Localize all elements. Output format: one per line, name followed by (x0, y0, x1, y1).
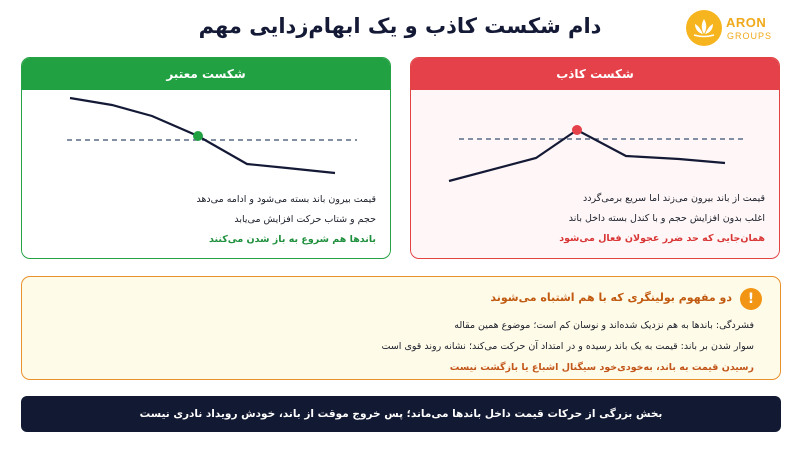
price-path (448, 128, 726, 183)
false-line-1: قیمت از باند بیرون می‌زند اما سریع برمی‌… (583, 193, 765, 204)
valid-breakout-panel: شکست معتبر قیمت بیرون باند بسته می‌شود و… (21, 57, 391, 259)
note-line-2: سوار شدن بر باند: قیمت به یک باند رسیده … (381, 341, 755, 352)
valid-breakout-header: شکست معتبر (22, 58, 390, 90)
page-title: دام شکست کاذب و یک ابهام‌زدایی مهم (198, 14, 602, 38)
valid-line-3: باندها هم شروع به باز شدن می‌کنند (208, 234, 376, 245)
warning-icon: ! (740, 288, 762, 310)
valid-breakout-sketch (67, 96, 357, 175)
logo-name: ARON (726, 15, 767, 30)
false-breakout-header: شکست کاذب (411, 58, 779, 90)
breakout-point (193, 131, 203, 141)
logo-subtitle: GROUPS (727, 31, 773, 41)
false-breakout-panel: شکست کاذب قیمت از باند بیرون می‌زند اما … (410, 57, 780, 259)
false-line-3: همان‌جایی که حد ضرر عجولان فعال می‌شود (559, 233, 765, 244)
false-line-2: اغلب بدون افزایش حجم و با کندل بسته داخل… (568, 213, 765, 224)
note-box: ! دو مفهوم بولینگری که با هم اشتباه می‌ش… (21, 276, 781, 380)
summary-banner: بخش بزرگی از حرکات قیمت داخل باندها می‌م… (21, 396, 781, 432)
valid-line-1: قیمت بیرون باند بسته می‌شود و ادامه می‌د… (196, 194, 376, 205)
note-line-1: فشردگی: باندها به هم نزدیک شده‌اند و نوس… (454, 320, 754, 331)
note-line-3: رسیدن قیمت به باند، به‌خودی‌خود سیگنال ا… (449, 362, 754, 373)
lotus-icon (686, 10, 722, 46)
fakeout-point (572, 125, 582, 135)
false-breakout-sketch (448, 125, 746, 183)
valid-line-2: حجم و شتاب حرکت افزایش می‌یابد (234, 214, 376, 225)
note-title: دو مفهوم بولینگری که با هم اشتباه می‌شون… (490, 291, 732, 304)
logo: ARON GROUPS (686, 10, 778, 50)
